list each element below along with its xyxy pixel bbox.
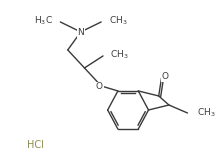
Text: N: N [77, 29, 84, 37]
Text: H$_3$C: H$_3$C [34, 15, 53, 27]
Text: O: O [162, 72, 169, 82]
Text: O: O [96, 82, 103, 91]
Text: HCl: HCl [27, 140, 44, 150]
Text: CH$_3$: CH$_3$ [109, 15, 127, 27]
Text: CH$_3$: CH$_3$ [197, 107, 215, 119]
Text: CH$_3$: CH$_3$ [110, 49, 129, 61]
